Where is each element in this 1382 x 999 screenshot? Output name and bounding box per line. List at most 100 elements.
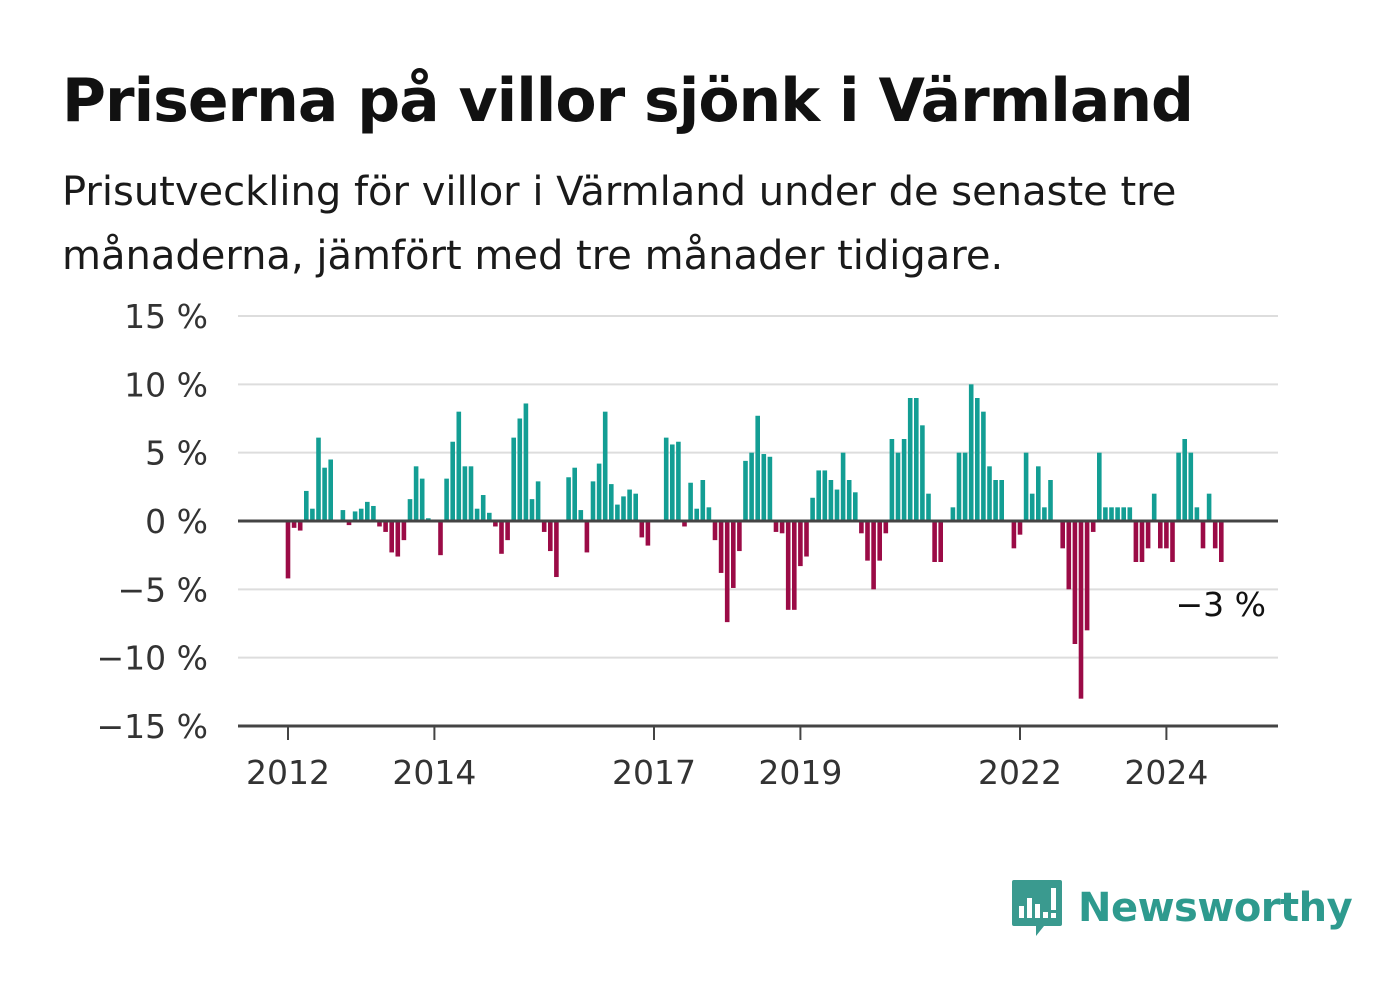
bar — [462, 466, 468, 521]
y-tick-label: −15 % — [97, 707, 209, 746]
bar — [645, 521, 651, 546]
bar — [859, 521, 864, 534]
bar — [511, 437, 516, 521]
bar — [474, 508, 480, 521]
bar — [785, 521, 791, 610]
bar — [798, 521, 803, 567]
bar — [1084, 521, 1090, 631]
bar — [541, 521, 547, 532]
bar — [1036, 466, 1041, 521]
bar — [956, 452, 962, 521]
bar — [975, 398, 980, 521]
bar — [1029, 493, 1035, 521]
bar — [1176, 452, 1181, 521]
bar — [737, 521, 742, 552]
bar — [438, 521, 443, 556]
bar — [450, 441, 455, 521]
bar — [572, 467, 577, 521]
bar — [584, 521, 590, 553]
bar — [523, 403, 529, 521]
y-tick-label: 10 % — [124, 365, 208, 404]
bar — [688, 482, 693, 521]
bar — [377, 521, 382, 527]
bar — [889, 439, 895, 521]
bar — [920, 425, 925, 521]
bar — [1121, 507, 1126, 521]
bar — [865, 521, 870, 561]
bar — [602, 411, 608, 521]
bar — [907, 398, 913, 521]
bar — [615, 504, 620, 521]
bar — [401, 521, 407, 541]
bar — [1145, 521, 1151, 549]
bar — [1164, 521, 1169, 549]
bar — [358, 508, 364, 521]
bar — [718, 521, 724, 573]
y-axis-ticks: −15 % −10 % −5 % 0 % 5 % 10 % 15 % — [97, 297, 209, 746]
bar — [840, 452, 846, 521]
y-tick-label: −5 % — [118, 570, 209, 609]
bar — [1060, 521, 1065, 549]
bar — [389, 521, 394, 553]
bar — [1072, 521, 1078, 644]
bar — [950, 507, 956, 521]
bar — [1212, 521, 1218, 549]
bar — [609, 484, 614, 521]
bar — [676, 441, 681, 521]
newsworthy-logo: Newsworthy — [1010, 878, 1353, 938]
bar — [413, 466, 419, 521]
bar — [932, 521, 937, 562]
bar — [535, 481, 541, 521]
bar — [846, 480, 852, 521]
bar — [1066, 521, 1072, 590]
bar — [487, 512, 492, 521]
bar — [1078, 521, 1084, 699]
bar — [1017, 521, 1023, 535]
bar — [816, 470, 821, 521]
bar — [304, 490, 309, 521]
x-tick-label: 2012 — [246, 753, 330, 792]
bar — [724, 521, 730, 623]
bar — [566, 477, 571, 521]
bar — [322, 467, 327, 521]
bar — [877, 521, 882, 561]
bar — [1042, 507, 1047, 521]
bar — [871, 521, 876, 590]
newsworthy-bar-chart-icon — [1012, 880, 1062, 936]
bar-chart: −15 %−10 %−5 %0 %5 %10 %15 % 2012 2014 201… — [97, 297, 1278, 792]
bar — [1097, 452, 1102, 521]
bar — [1023, 452, 1029, 521]
bar — [297, 521, 303, 531]
bar — [1158, 521, 1163, 549]
x-tick-label: 2017 — [612, 753, 696, 792]
bar — [1219, 521, 1224, 562]
bar — [761, 454, 767, 521]
bar — [968, 384, 974, 521]
bar — [456, 411, 462, 521]
bar — [755, 415, 760, 521]
brand-name: Newsworthy — [1078, 885, 1353, 931]
bar — [1170, 521, 1175, 562]
y-tick-label: −10 % — [97, 639, 209, 678]
bar — [1133, 521, 1139, 562]
bar — [395, 521, 401, 557]
x-tick-label: 2024 — [1124, 753, 1208, 792]
bar — [926, 493, 931, 521]
bar — [407, 499, 413, 521]
bar — [914, 398, 919, 521]
y-tick-label: 15 % — [124, 297, 208, 336]
bar — [779, 521, 785, 534]
y-tick-label: 5 % — [145, 434, 208, 473]
bar — [352, 511, 358, 521]
bar — [743, 460, 748, 521]
bar — [578, 510, 584, 521]
bar — [987, 466, 992, 521]
y-tick-label: 0 % — [145, 502, 208, 541]
bar — [621, 496, 626, 521]
bar — [901, 439, 907, 521]
bar — [822, 470, 828, 521]
bar — [316, 437, 321, 521]
bar — [938, 521, 943, 562]
bar — [310, 508, 315, 521]
bar — [749, 452, 754, 521]
